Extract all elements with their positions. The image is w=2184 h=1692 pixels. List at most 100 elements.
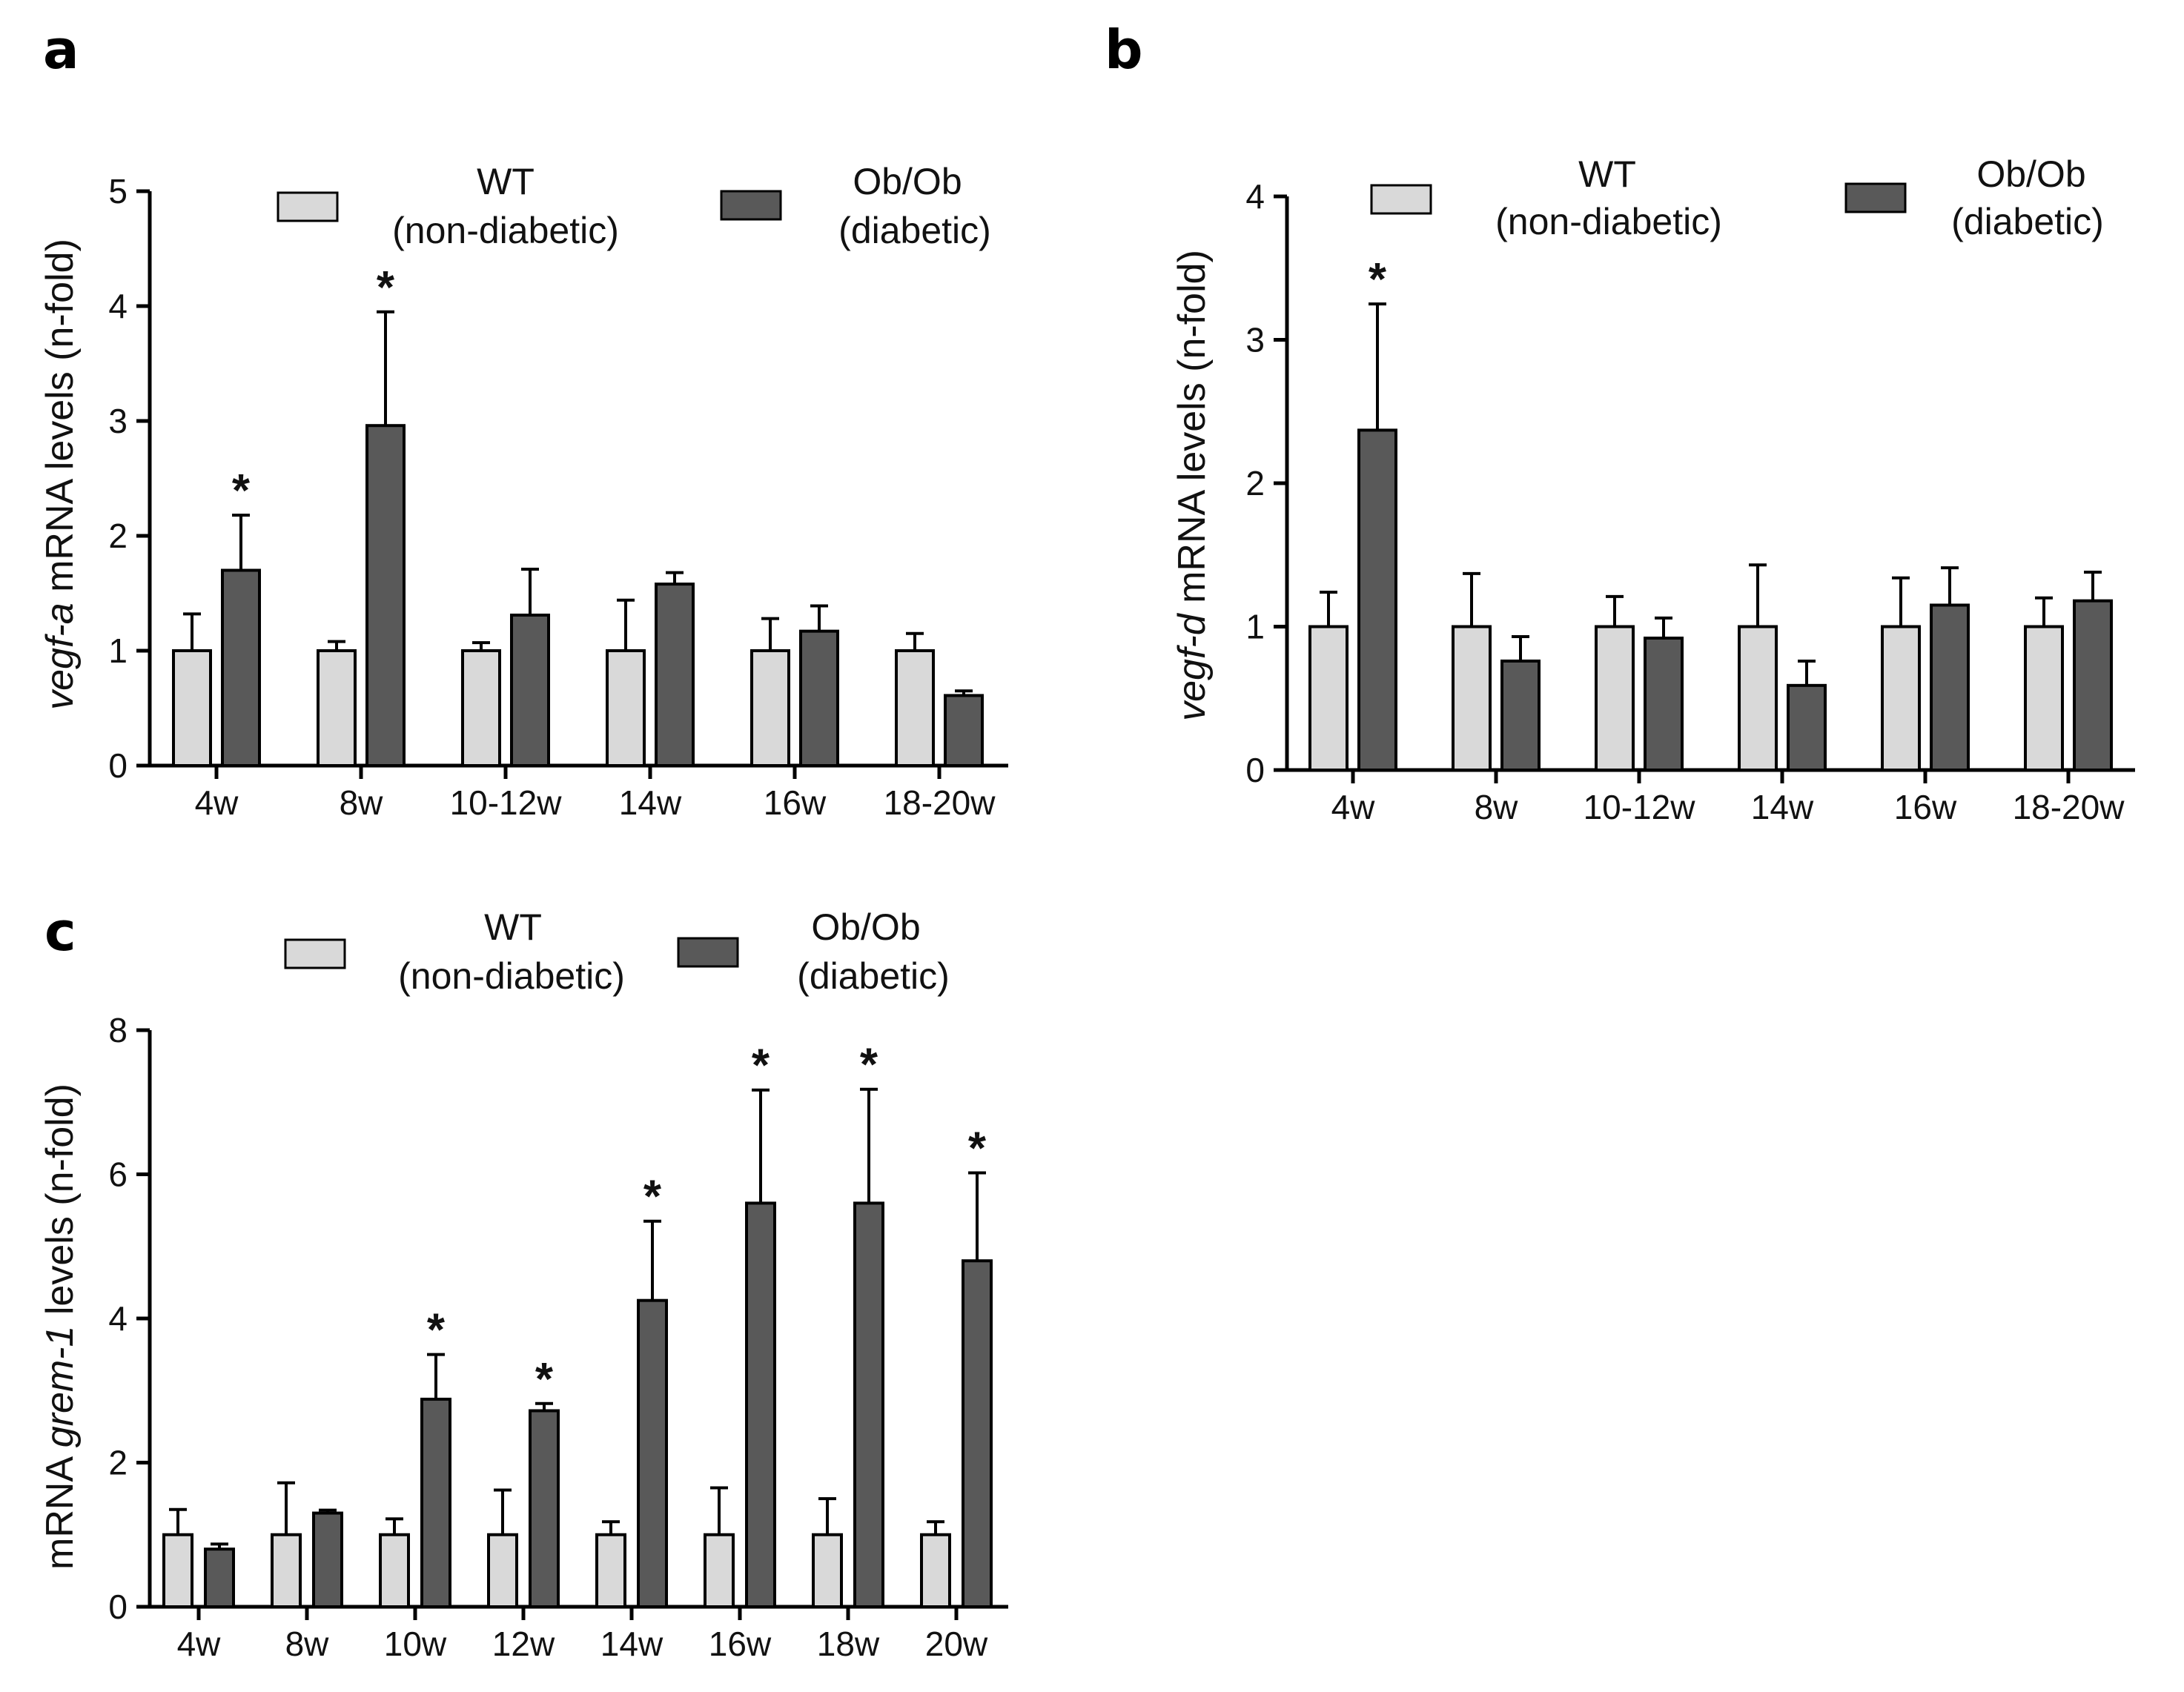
legend-ob-title-c: Ob/Ob	[811, 906, 920, 948]
bar-ob-c	[204, 1547, 235, 1608]
significance-star-c: *	[535, 1354, 554, 1405]
y-tick-label-b: 0	[1245, 751, 1265, 789]
y-tick-label-b: 1	[1245, 608, 1265, 646]
legend-ob-subtitle-c: (diabetic)	[797, 955, 950, 997]
x-tick-label-c: 16w	[709, 1625, 772, 1663]
y-tick-label-a: 4	[108, 287, 128, 325]
bar-ob-c	[853, 1201, 884, 1608]
y-tick-label-a: 0	[108, 746, 128, 785]
bar-wt-c	[271, 1533, 302, 1608]
bar-wt-c	[920, 1533, 951, 1608]
bar-wt-b	[1738, 625, 1778, 772]
significance-star-b: *	[1369, 254, 1387, 305]
panel-letter-c: c	[44, 900, 76, 963]
y-tick-label-c: 8	[108, 1011, 128, 1049]
x-tick-label-c: 8w	[285, 1625, 330, 1663]
legend-swatch-wt-b	[1370, 184, 1432, 215]
bar-wt-a	[606, 649, 646, 767]
legend-wt-subtitle-a: (non-diabetic)	[392, 210, 619, 251]
x-tick-label-c: 4w	[177, 1625, 222, 1663]
bar-ob-a	[799, 629, 839, 768]
x-tick-label-b: 8w	[1475, 788, 1519, 826]
legend-swatch-ob-c	[677, 937, 739, 968]
plot-area-c: 0 2 4 6 8 4w 8w 10w * 12w * 14w * 16w * 18w * 20w *	[108, 1011, 1008, 1663]
bar-wt-b	[1595, 625, 1635, 772]
bar-ob-c	[312, 1511, 343, 1608]
bar-ob-c	[962, 1259, 993, 1608]
y-tick-label-a: 2	[108, 517, 128, 555]
y-tick-label-a: 3	[108, 402, 128, 440]
y-label-prefix-c: mRNA	[39, 1447, 82, 1570]
legend-wt-subtitle-c: (non-diabetic)	[398, 955, 625, 997]
y-axis-label-a: vegf-a mRNA levels (n-fold)	[39, 239, 82, 710]
y-tick-label-a: 1	[108, 631, 128, 670]
x-tick-label-a: 8w	[340, 783, 384, 822]
x-tick-label-b: 4w	[1331, 788, 1376, 826]
y-label-gene-c: grem-1	[39, 1326, 82, 1448]
panel-a: a vegf-a mRNA levels (n-fold) WT (non-di…	[39, 19, 1008, 822]
significance-star-a: *	[377, 262, 395, 313]
y-label-gene-a: vegf-a	[39, 603, 82, 710]
bar-wt-c	[812, 1533, 843, 1608]
y-tick-label-b: 4	[1245, 177, 1265, 216]
bar-wt-b	[1881, 625, 1921, 772]
y-label-unit-b: mRNA levels (n-fold)	[1171, 250, 1214, 614]
bar-ob-a	[655, 583, 695, 767]
x-tick-label-b: 14w	[1751, 788, 1814, 826]
legend-wt-title-b: WT	[1578, 153, 1636, 195]
x-tick-label-a: 16w	[764, 783, 827, 822]
x-tick-label-c: 20w	[925, 1625, 988, 1663]
y-tick-label-b: 3	[1245, 321, 1265, 359]
bar-wt-a	[750, 649, 790, 767]
legend-ob-subtitle-b: (diabetic)	[1951, 201, 2104, 242]
legend-ob-subtitle-a: (diabetic)	[838, 210, 991, 251]
x-tick-label-b: 18-20w	[2013, 788, 2125, 826]
bar-ob-c	[529, 1409, 560, 1608]
bar-wt-c	[487, 1533, 518, 1608]
legend-wt-title-a: WT	[477, 161, 535, 202]
significance-star-c: *	[860, 1040, 878, 1091]
x-tick-label-a: 18-20w	[884, 783, 996, 822]
x-tick-label-c: 18w	[817, 1625, 880, 1663]
bar-ob-a	[365, 424, 406, 767]
bar-wt-c	[704, 1533, 735, 1608]
y-tick-label-b: 2	[1245, 464, 1265, 502]
x-tick-label-b: 16w	[1894, 788, 1957, 826]
bar-ob-b	[1357, 428, 1397, 772]
y-tick-label-c: 2	[108, 1444, 128, 1482]
y-tick-label-c: 4	[108, 1299, 128, 1338]
bar-wt-b	[2024, 625, 2064, 772]
legend-swatch-wt-c	[284, 938, 346, 969]
y-tick-label-c: 0	[108, 1588, 128, 1626]
significance-star-c: *	[643, 1172, 662, 1223]
x-tick-label-c: 12w	[492, 1625, 555, 1663]
bar-ob-a	[944, 694, 984, 768]
y-axis-label-b: vegf-d mRNA levels (n-fold)	[1171, 250, 1214, 721]
legend-wt-subtitle-b: (non-diabetic)	[1495, 201, 1722, 242]
bar-wt-c	[595, 1533, 626, 1608]
bar-ob-b	[2073, 599, 2113, 772]
bar-ob-c	[745, 1201, 776, 1608]
bar-ob-b	[1930, 603, 1970, 772]
y-axis-label-c: mRNA grem-1 levels (n-fold)	[39, 1084, 82, 1570]
legend-swatch-ob-a	[720, 190, 782, 221]
bar-ob-c	[420, 1397, 451, 1609]
bar-wt-c	[379, 1533, 410, 1608]
bar-ob-c	[637, 1298, 668, 1608]
y-label-gene-b: vegf-d	[1171, 612, 1214, 721]
bar-ob-b	[1644, 636, 1684, 772]
bar-wt-a	[895, 649, 935, 767]
legend-swatch-wt-a	[277, 191, 339, 222]
bar-ob-a	[510, 613, 550, 768]
panel-letter-b: b	[1105, 19, 1143, 81]
panel-b: b vegf-d mRNA levels (n-fold) WT (non-di…	[1105, 19, 2135, 826]
bar-wt-a	[172, 649, 212, 767]
y-label-unit-c: levels (n-fold)	[39, 1084, 82, 1326]
bar-ob-b	[1787, 683, 1827, 772]
x-tick-label-b: 10-12w	[1584, 788, 1696, 826]
bar-wt-a	[461, 649, 501, 767]
legend-wt-title-c: WT	[484, 906, 542, 948]
x-tick-label-c: 14w	[600, 1625, 664, 1663]
panel-c: c mRNA grem-1 levels (n-fold) WT (non-di…	[39, 900, 1008, 1663]
